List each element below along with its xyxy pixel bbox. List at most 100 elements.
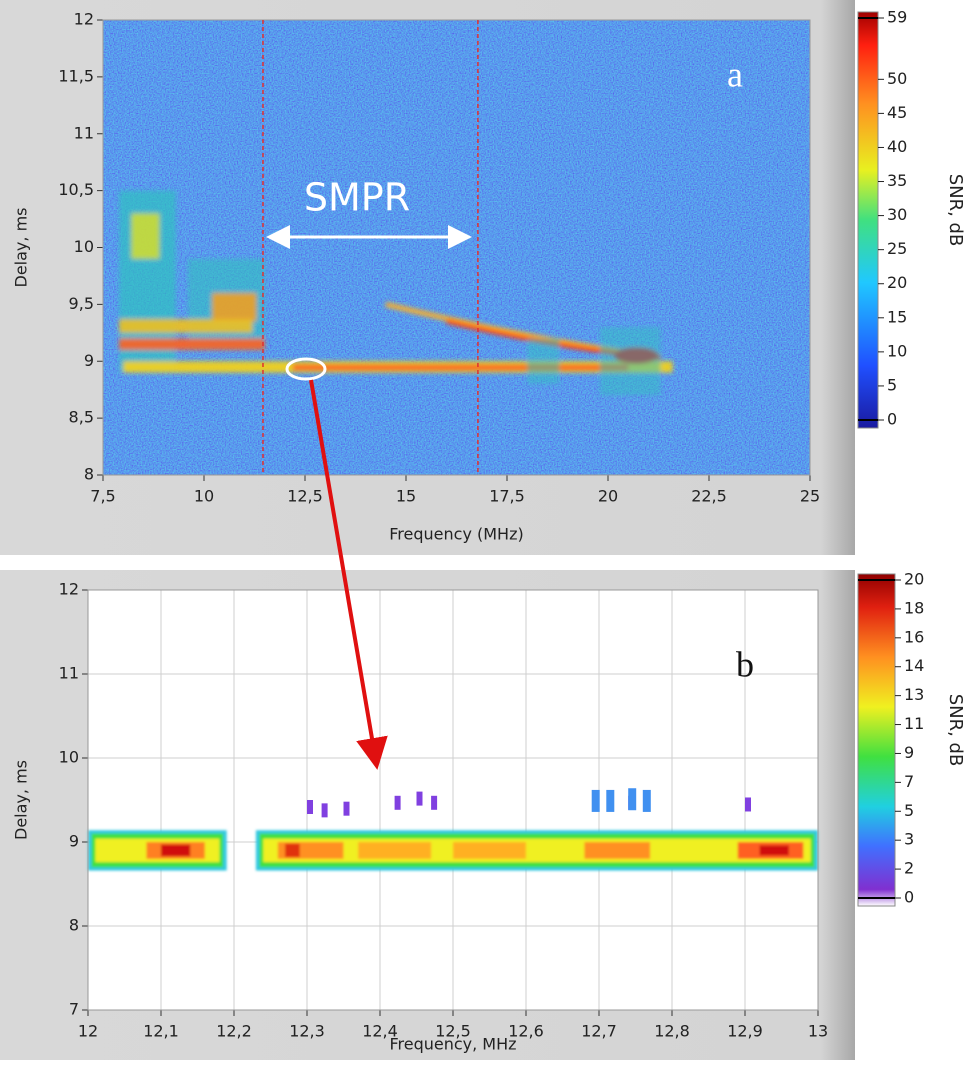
- colorbar-tick-label: 16: [904, 627, 924, 646]
- echo: [745, 797, 751, 812]
- y-tick-label: 10: [74, 237, 94, 256]
- colorbar-tick-label: 7: [904, 772, 914, 791]
- colorbar-label: SNR, dB: [945, 174, 966, 247]
- echo: [759, 845, 789, 856]
- colorbar-tick-label: 35: [887, 171, 907, 190]
- x-tick-label: 12,4: [362, 1022, 398, 1041]
- colorbar-tick-label: 5: [904, 801, 914, 820]
- echo: [212, 293, 257, 322]
- heatmap-features: [119, 190, 673, 396]
- colorbar-tick-label: 9: [904, 743, 914, 762]
- y-tick-label: 11: [74, 123, 94, 142]
- echo: [161, 844, 191, 857]
- echo: [263, 838, 811, 863]
- echo: [321, 803, 328, 818]
- zoom-arrow: [309, 379, 388, 770]
- colorbar-tick-label: 20: [887, 273, 907, 292]
- x-tick-label: 12,1: [143, 1022, 179, 1041]
- panel-letter: a: [727, 54, 743, 94]
- colorbar-tick-label: 0: [887, 410, 897, 429]
- x-tick-label: 15: [396, 487, 416, 506]
- x-tick-label: 13: [808, 1022, 828, 1041]
- y-tick-label: 12: [59, 580, 79, 599]
- colorbar-tick-label: 14: [904, 656, 924, 675]
- echo: [584, 842, 651, 859]
- echo: [599, 327, 661, 396]
- echo: [642, 789, 651, 812]
- x-tick-label: 12,2: [216, 1022, 252, 1041]
- y-tick-label: 11: [59, 664, 79, 683]
- x-tick-label: 20: [598, 487, 618, 506]
- colorbar-tick-label: 20: [904, 570, 924, 589]
- x-tick-label: 12,6: [508, 1022, 544, 1041]
- x-tick-label: 25: [800, 487, 820, 506]
- echo: [453, 842, 526, 859]
- y-tick-label: 10: [59, 748, 79, 767]
- x-tick-label: 12,5: [287, 487, 323, 506]
- echo: [606, 789, 615, 812]
- colorbar-tick-label: 45: [887, 103, 907, 122]
- y-tick-label: 12: [74, 10, 94, 29]
- panel-letter: b: [736, 644, 754, 684]
- x-tick-label: 12,7: [581, 1022, 617, 1041]
- highlight-ellipse: [285, 357, 327, 381]
- colorbar-tick-label: 3: [904, 830, 914, 849]
- y-tick-label: 8: [69, 916, 79, 935]
- echo: [307, 800, 313, 814]
- echo: [131, 213, 160, 259]
- colorbar-tick-label: 11: [904, 714, 924, 733]
- colorbar-tick-label: 10: [887, 341, 907, 360]
- echo: [285, 843, 300, 858]
- echo: [527, 338, 560, 384]
- colorbar-tick-label: 2: [904, 859, 914, 878]
- colorbar-tick-label: 15: [887, 307, 907, 326]
- colorbar-tick-label: 30: [887, 205, 907, 224]
- echo: [431, 795, 438, 810]
- x-tick-label: 12,8: [654, 1022, 690, 1041]
- x-tick-label: 12: [78, 1022, 98, 1041]
- x-tick-label: 17,5: [489, 487, 525, 506]
- colorbar-label: SNR, dB: [945, 694, 966, 767]
- y-tick-label: 9,5: [69, 294, 94, 313]
- colorbar: [857, 11, 879, 429]
- colorbar: [857, 573, 896, 907]
- colorbar-tick-label: 50: [887, 69, 907, 88]
- y-tick-label: 8,5: [69, 408, 94, 427]
- y-axis-label: Delay, ms: [12, 208, 31, 288]
- y-tick-label: 11,5: [58, 66, 94, 85]
- colorbar-tick-label: 25: [887, 239, 907, 258]
- echo: [628, 788, 637, 811]
- y-tick-label: 9: [84, 351, 94, 370]
- smpr-label: SMPR: [304, 176, 410, 220]
- plot-frame: [87, 589, 819, 1011]
- x-axis-label: Frequency (MHz): [389, 525, 523, 544]
- y-tick-label: 7: [69, 1000, 79, 1019]
- y-tick-label: 10,5: [58, 180, 94, 199]
- echo: [292, 364, 629, 371]
- colorbar-tick-label: 40: [887, 137, 907, 156]
- x-tick-label: 12,9: [727, 1022, 763, 1041]
- x-tick-label: 12,5: [435, 1022, 471, 1041]
- plot-frame: [102, 19, 811, 476]
- x-tick-label: 7,5: [90, 487, 115, 506]
- echo: [119, 338, 265, 350]
- echo: [591, 789, 600, 812]
- y-tick-label: 9: [69, 832, 79, 851]
- heatmap-features: [88, 830, 818, 871]
- plot-area: [103, 20, 810, 475]
- y-tick-label: 8: [84, 465, 94, 484]
- colorbar-tick-label: 0: [904, 888, 914, 907]
- y-axis-label: Delay, ms: [12, 760, 31, 840]
- colorbar-tick-label: 18: [904, 598, 924, 617]
- x-tick-label: 22,5: [691, 487, 727, 506]
- x-tick-label: 10: [194, 487, 214, 506]
- echo: [416, 791, 423, 806]
- echo: [358, 842, 432, 859]
- colorbar-tick-label: 5: [887, 375, 897, 394]
- echo: [394, 795, 401, 810]
- colorbar-tick-label: 59: [887, 8, 907, 27]
- x-tick-label: 12,3: [289, 1022, 325, 1041]
- heatmap-noise: [103, 20, 810, 475]
- echo: [343, 801, 350, 816]
